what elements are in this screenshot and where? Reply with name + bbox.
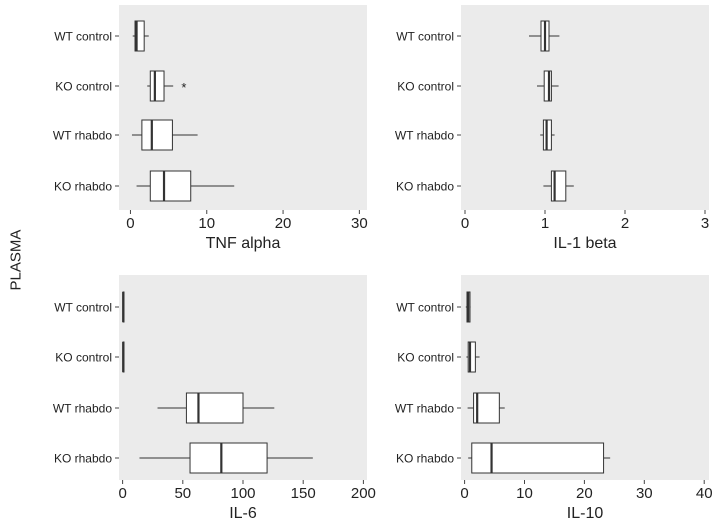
- iqr-box: [134, 20, 145, 52]
- panel-il-10: 0 10 20 30 40 IL-10 WT control KO control WT rha…: [395, 275, 713, 522]
- category-label-wt-rhabdo: WT rhabdo: [395, 402, 454, 416]
- box-ko-control: [466, 341, 480, 373]
- box-ko-rhabdo: [139, 442, 313, 474]
- x-tick-label: 0: [118, 485, 126, 502]
- x-tick-label: 0: [460, 485, 468, 502]
- outlier-mark: *: [181, 80, 186, 95]
- category-label-wt-rhabdo: WT rhabdo: [395, 129, 454, 143]
- iqr-box: [141, 119, 173, 151]
- plot-background: [461, 5, 709, 210]
- category-label-ko-rhabdo: KO rhabdo: [54, 452, 112, 466]
- x-tick-label: 0: [126, 215, 134, 232]
- category-label-ko-rhabdo: KO rhabdo: [396, 180, 454, 194]
- category-label-wt-rhabdo: WT rhabdo: [53, 129, 112, 143]
- x-tick-label: 200: [351, 485, 376, 502]
- category-label-ko-control: KO control: [397, 351, 454, 365]
- box-ko-rhabdo: [468, 442, 611, 474]
- x-tick-label: 2: [621, 215, 629, 232]
- box-wt-control: [529, 20, 560, 52]
- x-tick-label: 40: [696, 485, 713, 502]
- box-ko-control: *: [147, 70, 186, 102]
- x-tick-label: 150: [291, 485, 316, 502]
- category-label-wt-control: WT control: [396, 30, 454, 44]
- box-wt-rhabdo: [131, 119, 198, 151]
- category-label-ko-control: KO control: [55, 80, 112, 94]
- category-label-wt-control: WT control: [54, 30, 112, 44]
- x-tick-label: 50: [174, 485, 191, 502]
- x-tick-label: 10: [516, 485, 533, 502]
- x-axis-title: TNF alpha: [206, 235, 281, 252]
- x-tick-label: 10: [198, 215, 215, 232]
- box-ko-control: [122, 341, 125, 373]
- category-label-wt-control: WT control: [396, 301, 454, 315]
- panel-il-1-beta: 0 1 2 3 IL-1 beta WT control KO control WT rhab…: [395, 5, 709, 252]
- x-tick-label: 30: [351, 215, 368, 232]
- box-ko-rhabdo: [136, 170, 235, 202]
- x-tick-label: 30: [636, 485, 653, 502]
- category-label-ko-rhabdo: KO rhabdo: [54, 180, 112, 194]
- x-tick-label: 20: [275, 215, 292, 232]
- x-axis-title: IL-1 beta: [553, 235, 616, 252]
- x-axis-title: IL-10: [567, 505, 604, 522]
- iqr-box: [149, 170, 192, 202]
- box-ko-control: [537, 70, 559, 102]
- iqr-box: [543, 70, 552, 102]
- category-label-ko-rhabdo: KO rhabdo: [396, 452, 454, 466]
- iqr-box: [467, 341, 476, 373]
- iqr-box: [185, 392, 244, 424]
- panel-tnf-alpha: 0 10 20 30 TNF alpha WT control KO control WT r…: [53, 5, 368, 252]
- iqr-box: [471, 442, 605, 474]
- x-axis-title: IL-6: [229, 505, 257, 522]
- iqr-box: [149, 70, 165, 102]
- x-tick-label: 100: [230, 485, 255, 502]
- category-label-ko-control: KO control: [55, 351, 112, 365]
- x-tick-label: 0: [461, 215, 469, 232]
- category-label-ko-control: KO control: [397, 80, 454, 94]
- x-tick-label: 1: [541, 215, 549, 232]
- box-wt-control: [465, 291, 471, 323]
- box-wt-control: [122, 291, 125, 323]
- box-wt-rhabdo: [540, 119, 555, 151]
- box-wt-rhabdo: [157, 392, 275, 424]
- box-wt-control: [132, 20, 149, 52]
- x-tick-label: 3: [701, 215, 709, 232]
- iqr-box: [189, 442, 268, 474]
- box-wt-rhabdo: [467, 392, 505, 424]
- category-label-wt-rhabdo: WT rhabdo: [53, 402, 112, 416]
- category-label-wt-control: WT control: [54, 301, 112, 315]
- box-ko-rhabdo: [543, 170, 574, 202]
- panel-il-6: 0 50 100 150 200 IL-6 WT control KO control WT r…: [53, 275, 376, 522]
- x-tick-label: 20: [576, 485, 593, 502]
